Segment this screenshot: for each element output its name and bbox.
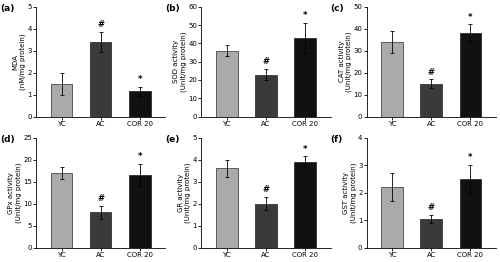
Bar: [255, 204, 276, 248]
Bar: [382, 42, 403, 117]
Text: *: *: [468, 154, 472, 162]
Bar: [51, 173, 72, 248]
Text: *: *: [468, 13, 472, 21]
Y-axis label: MDA
(nM/mg protein): MDA (nM/mg protein): [12, 33, 26, 90]
Text: *: *: [303, 12, 308, 20]
Text: (a): (a): [0, 4, 14, 13]
Y-axis label: GR activity
(Unit/mg protein): GR activity (Unit/mg protein): [178, 162, 192, 223]
Bar: [255, 74, 276, 117]
Bar: [90, 212, 112, 248]
Text: (f): (f): [330, 135, 342, 144]
Bar: [129, 91, 150, 117]
Text: (e): (e): [165, 135, 180, 144]
Text: #: #: [97, 20, 104, 29]
Y-axis label: CAT activity
(Unit/mg protein): CAT activity (Unit/mg protein): [338, 31, 352, 92]
Text: #: #: [97, 194, 104, 203]
Text: (d): (d): [0, 135, 14, 144]
Text: (c): (c): [330, 4, 344, 13]
Text: *: *: [138, 75, 142, 84]
Bar: [51, 84, 72, 117]
Y-axis label: GPx activity
(Unit/mg protein): GPx activity (Unit/mg protein): [8, 162, 22, 223]
Bar: [382, 187, 403, 248]
Bar: [460, 179, 481, 248]
Bar: [294, 38, 316, 117]
Text: #: #: [428, 203, 434, 212]
Text: #: #: [262, 57, 270, 66]
Text: (b): (b): [165, 4, 180, 13]
Y-axis label: SOD activity
(Unit/mg protein): SOD activity (Unit/mg protein): [174, 31, 187, 92]
Text: *: *: [138, 152, 142, 161]
Bar: [420, 219, 442, 248]
Text: #: #: [428, 68, 434, 77]
Bar: [216, 168, 238, 248]
Bar: [216, 51, 238, 117]
Y-axis label: GST activity
(Unit/mg protein): GST activity (Unit/mg protein): [343, 162, 356, 223]
Text: *: *: [303, 145, 308, 154]
Bar: [460, 33, 481, 117]
Bar: [129, 175, 150, 248]
Bar: [294, 162, 316, 248]
Bar: [420, 84, 442, 117]
Text: #: #: [262, 185, 270, 194]
Bar: [90, 42, 112, 117]
